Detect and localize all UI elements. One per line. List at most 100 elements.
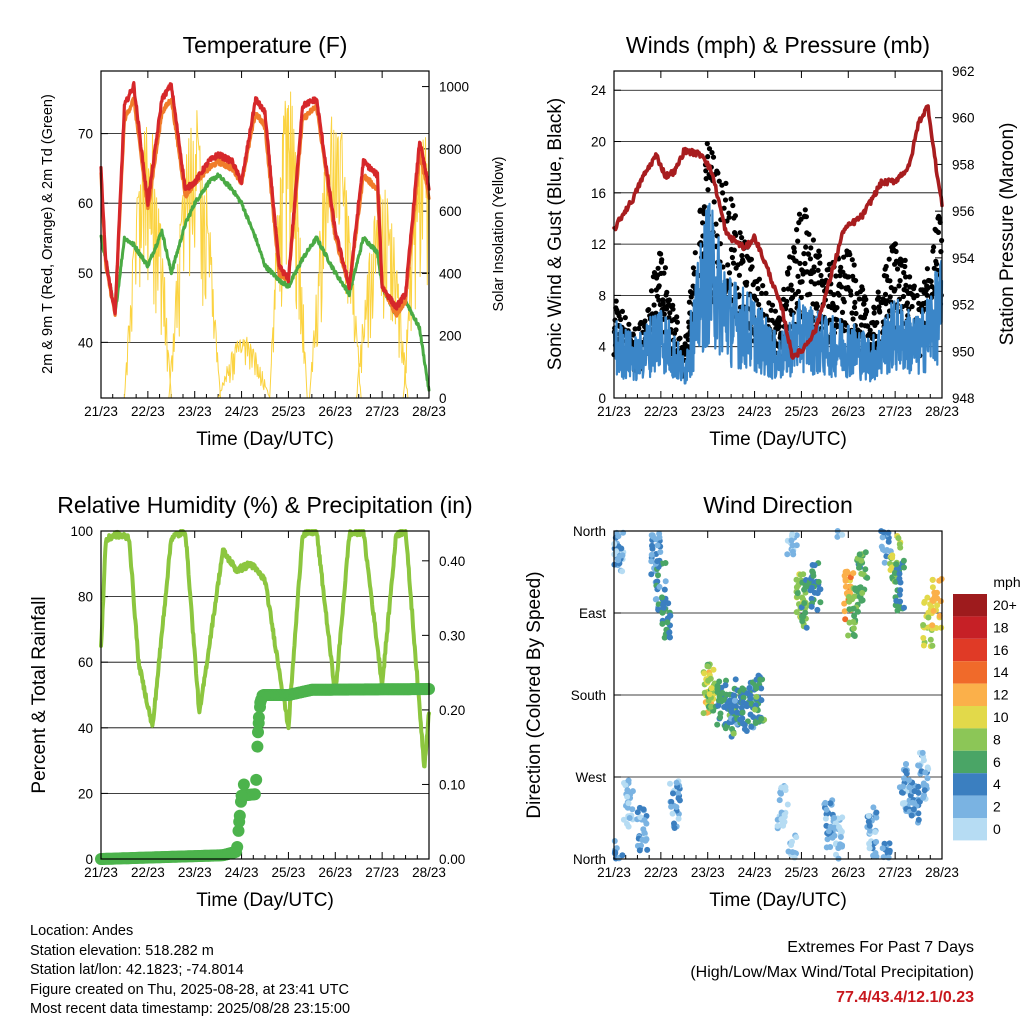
gust-point xyxy=(797,260,803,266)
y-axis-label-right: Station Pressure (Maroon) xyxy=(997,123,1018,346)
direction-point xyxy=(834,533,841,540)
direction-point xyxy=(649,542,655,549)
gust-point xyxy=(876,304,882,310)
direction-point xyxy=(758,715,765,722)
direction-point xyxy=(856,551,863,558)
direction-point xyxy=(822,815,829,822)
gust-point xyxy=(874,320,880,326)
temperature-panel: Temperature (F) 21/23 22/23 23/23 24/23 25/23… xyxy=(40,32,507,450)
gust-point xyxy=(786,265,792,271)
gust-point xyxy=(836,292,842,298)
gust-point xyxy=(806,251,812,257)
direction-point xyxy=(803,624,810,631)
direction-point xyxy=(626,815,633,821)
direction-point xyxy=(708,685,715,692)
gust-point xyxy=(736,292,742,298)
direction-point xyxy=(906,777,912,784)
direction-point xyxy=(845,632,852,639)
direction-point xyxy=(851,612,858,619)
gust-point xyxy=(626,321,632,327)
direction-point xyxy=(870,852,877,859)
panel-title: Winds (mph) & Pressure (mb) xyxy=(626,32,930,58)
direction-point xyxy=(774,823,781,829)
gust-point xyxy=(865,323,871,329)
direction-point xyxy=(841,608,848,615)
direction-point xyxy=(624,804,631,811)
x-tick-label: 21/23 xyxy=(84,404,118,419)
direction-point xyxy=(666,629,673,636)
direction-point xyxy=(881,547,888,554)
direction-point xyxy=(822,799,829,806)
plot-border xyxy=(613,530,943,860)
gust-point xyxy=(763,290,769,296)
direction-point xyxy=(823,806,830,813)
gust-point xyxy=(755,286,761,292)
direction-point xyxy=(831,814,838,821)
direction-point xyxy=(920,780,927,787)
direction-point xyxy=(844,568,851,575)
direction-point xyxy=(660,604,667,611)
gust-point xyxy=(921,279,928,285)
direction-point xyxy=(784,551,791,558)
y2-tick-label: 1000 xyxy=(439,80,469,95)
y-tick-label: 20 xyxy=(591,135,606,150)
panel-title: Wind Direction xyxy=(703,492,853,518)
gust-point xyxy=(744,279,750,285)
gust-point xyxy=(801,251,807,257)
direction-point xyxy=(899,789,906,796)
gust-point xyxy=(756,276,763,282)
legend-label: 6 xyxy=(993,754,1001,770)
gust-point xyxy=(721,205,727,211)
legend-label: 8 xyxy=(993,731,1001,747)
direction-point xyxy=(915,810,922,817)
gust-point xyxy=(799,279,805,285)
direction-point xyxy=(850,625,857,632)
y-tick-label: East xyxy=(579,606,606,621)
y-tick-label: 80 xyxy=(78,590,93,605)
gust-point xyxy=(924,266,931,272)
direction-point xyxy=(799,594,806,601)
direction-point xyxy=(675,790,682,797)
extremes-title: Extremes For Past 7 Days xyxy=(787,939,974,956)
direction-point xyxy=(706,691,713,698)
gust-point xyxy=(760,283,766,289)
direction-point xyxy=(611,838,618,844)
direction-point xyxy=(899,783,906,790)
legend-swatch xyxy=(953,706,987,729)
direction-point xyxy=(811,589,818,596)
direction-point xyxy=(842,616,849,623)
gust-point xyxy=(723,180,729,186)
legend-swatch xyxy=(953,638,987,662)
direction-point xyxy=(675,815,682,822)
direction-point xyxy=(794,590,801,597)
sonic-wind-line xyxy=(612,202,944,385)
direction-point xyxy=(624,787,631,794)
x-tick-label: 22/23 xyxy=(131,404,165,419)
y-axis-label-left: Direction (Colored By Speed) xyxy=(524,571,545,818)
gust-point xyxy=(651,302,657,308)
direction-point xyxy=(641,830,648,837)
direction-point xyxy=(743,728,750,734)
direction-point xyxy=(901,564,907,571)
gust-point xyxy=(636,325,642,332)
direction-point xyxy=(714,685,721,692)
direction-point xyxy=(793,609,800,616)
direction-point xyxy=(619,568,626,575)
winds-pressure-panel: Winds (mph) & Pressure (mb) 21/23 22/23 23/… xyxy=(545,32,1018,450)
y2-tick-label: 948 xyxy=(952,391,975,406)
gust-point xyxy=(853,310,859,317)
gust-point xyxy=(817,260,823,266)
direction-point xyxy=(667,780,673,787)
y2-tick-label: 0.20 xyxy=(439,703,465,718)
direction-series xyxy=(611,528,945,862)
gust-point xyxy=(739,253,745,259)
gust-point xyxy=(811,269,817,275)
gust-point xyxy=(887,278,893,284)
direction-point xyxy=(625,800,632,807)
direction-point xyxy=(900,557,907,564)
gust-point xyxy=(756,301,762,308)
dewpoint-2m-line xyxy=(99,172,431,392)
direction-point xyxy=(879,534,886,541)
direction-point xyxy=(920,635,927,641)
gust-point xyxy=(924,292,930,298)
